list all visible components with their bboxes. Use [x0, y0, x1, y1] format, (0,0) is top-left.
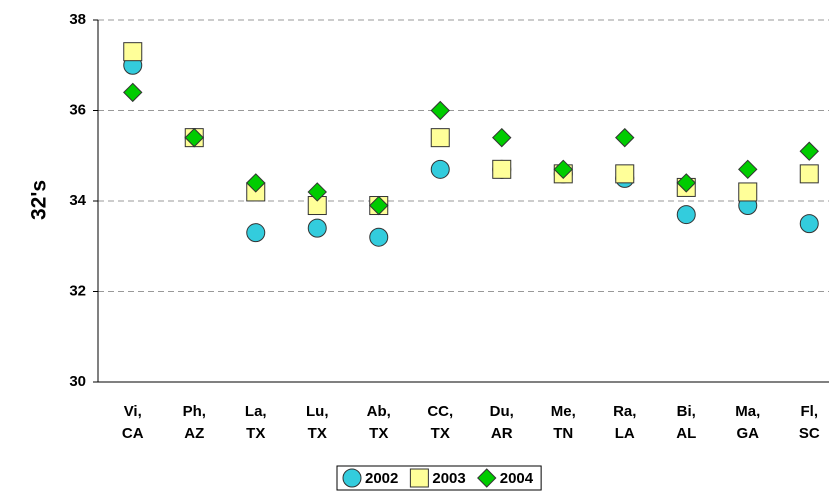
- y-tick-label: 34: [69, 192, 86, 209]
- x-tick-label: Lu, TX: [306, 403, 329, 442]
- marker: [492, 127, 512, 148]
- marker: [123, 42, 143, 62]
- y-axis-label: 32's: [28, 180, 51, 220]
- marker: [615, 127, 635, 148]
- legend-marker: [477, 468, 497, 488]
- x-tick-label: Du, AR: [490, 403, 514, 442]
- marker: [430, 128, 450, 148]
- x-tick-label: Ra, LA: [613, 403, 636, 442]
- y-tick-label: 38: [69, 11, 86, 28]
- marker: [738, 182, 758, 202]
- legend-marker: [342, 468, 362, 488]
- marker: [430, 100, 450, 121]
- marker: [676, 205, 696, 225]
- x-tick-label: Bi, AL: [676, 403, 696, 442]
- marker: [123, 82, 143, 103]
- legend-box: [336, 465, 542, 491]
- marker: [369, 195, 389, 216]
- marker: [553, 159, 573, 180]
- x-tick-label: Fl, SC: [799, 403, 820, 442]
- marker: [246, 173, 266, 193]
- marker: [307, 218, 327, 238]
- marker: [799, 141, 819, 161]
- y-tick-label: 36: [69, 101, 86, 118]
- x-tick-label: Vi, CA: [122, 403, 144, 442]
- marker: [307, 182, 327, 202]
- marker: [799, 214, 819, 234]
- x-tick-label: CC, TX: [427, 403, 453, 442]
- marker: [676, 173, 696, 193]
- x-tick-label: Ab, TX: [367, 403, 391, 442]
- x-tick-label: La, TX: [245, 403, 267, 442]
- x-tick-label: Me, TN: [551, 403, 576, 442]
- legend-label: 2002: [365, 470, 398, 487]
- legend-marker: [409, 468, 429, 488]
- legend: 2002 2003 2004: [336, 465, 542, 491]
- marker: [246, 223, 266, 243]
- marker: [492, 159, 512, 179]
- legend-label: 2003: [432, 470, 465, 487]
- marker: [430, 159, 450, 179]
- y-tick-label: 30: [69, 373, 86, 390]
- x-tick-label: Ph, AZ: [183, 403, 206, 442]
- x-tick-label: Ma, GA: [735, 403, 760, 442]
- marker: [799, 164, 819, 184]
- marker: [738, 159, 758, 180]
- marker: [184, 127, 204, 148]
- legend-label: 2004: [500, 470, 534, 487]
- y-tick-label: 32: [69, 282, 86, 299]
- marker: [615, 164, 635, 184]
- marker: [369, 227, 389, 247]
